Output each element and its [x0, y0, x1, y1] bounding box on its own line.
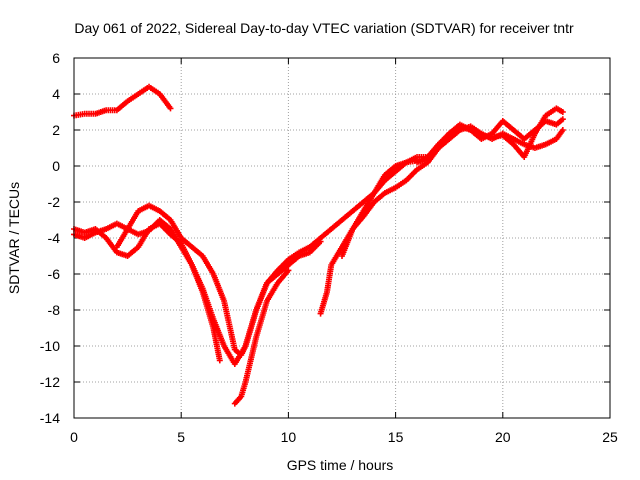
data-series — [414, 105, 566, 166]
y-tick-label: 2 — [52, 122, 60, 138]
y-tick-label: -14 — [40, 410, 60, 426]
data-point — [559, 127, 566, 133]
data-point — [559, 116, 566, 123]
data-series — [113, 202, 324, 358]
y-tick-label: 0 — [52, 158, 60, 174]
data-point — [559, 109, 566, 115]
grid — [74, 58, 610, 418]
y-tick-label: -6 — [48, 266, 61, 282]
x-tick-label: 15 — [388, 429, 404, 445]
data-point — [167, 105, 174, 112]
x-tick-label: 10 — [281, 429, 297, 445]
x-tick-label: 5 — [177, 429, 185, 445]
plot-frame — [73, 57, 611, 419]
data-series — [231, 267, 292, 407]
y-tick-label: -12 — [40, 374, 60, 390]
data-points — [71, 83, 566, 407]
x-tick-label: 25 — [602, 429, 618, 445]
y-tick-label: -10 — [40, 338, 60, 354]
data-series — [71, 83, 174, 119]
y-tick-label: -4 — [48, 230, 61, 246]
x-tick-label: 20 — [495, 429, 511, 445]
data-point — [216, 357, 223, 364]
y-tick-label: 6 — [52, 50, 60, 66]
y-tick-label: 4 — [52, 86, 60, 102]
x-axis-label: GPS time / hours — [287, 457, 394, 473]
y-tick-label: -8 — [48, 302, 61, 318]
data-series — [71, 217, 223, 364]
x-tick-label: 0 — [70, 429, 78, 445]
y-axis-label: SDTVAR / TECUs — [6, 182, 22, 294]
data-point — [285, 267, 292, 274]
y-tick-label: -2 — [48, 194, 61, 210]
chart-title: Day 061 of 2022, Sidereal Day-to-day VTE… — [74, 20, 574, 36]
data-point — [317, 238, 324, 245]
